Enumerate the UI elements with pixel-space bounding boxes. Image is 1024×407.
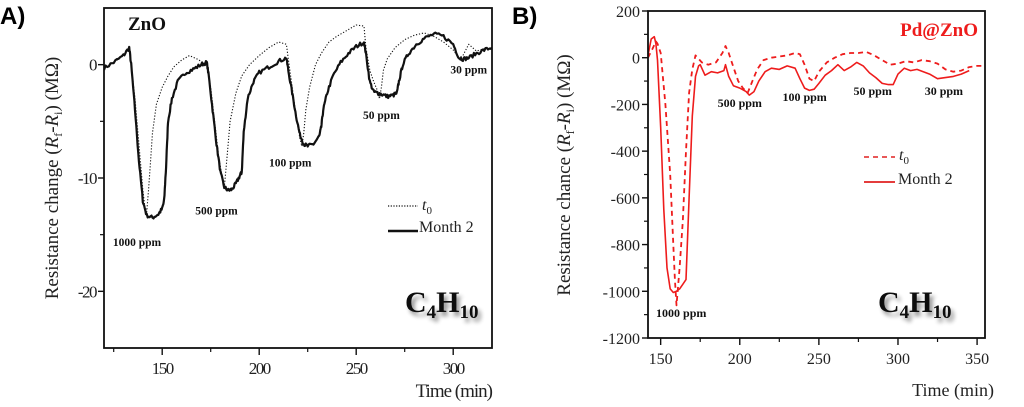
panel-a-x-tick-label: 250 xyxy=(346,359,368,378)
panel-a-series-t0 xyxy=(104,24,492,213)
panel-a-y-tick-label: -20 xyxy=(78,282,97,301)
panel-a-gas-label: C4H10 xyxy=(405,286,479,323)
panel-b-y-tick-label: -1000 xyxy=(603,284,640,301)
legend-label-t0: t0 xyxy=(899,147,909,167)
panel-a-x-tick-label: 150 xyxy=(152,359,174,378)
panel-b-y-tick-label: -1200 xyxy=(603,331,640,348)
panel-a-y-tick-label: 0 xyxy=(89,56,97,75)
panel-b: B) 150 200 250 300 350 200 0 -200 -400 -600 -800 -1… xyxy=(512,3,994,401)
panel-b-annotation-100-ppm: 100 ppm xyxy=(782,90,826,104)
panel-b-gas-label: C4H10 xyxy=(878,286,952,323)
panel-b-annotation-30-ppm: 30 ppm xyxy=(925,84,963,98)
panel-b-y-tick-label: -400 xyxy=(611,144,640,161)
legend-label-t0: t0 xyxy=(422,197,432,217)
panel-a-series-month-2 xyxy=(104,31,492,220)
panel-b-y-tick-label: -800 xyxy=(611,238,640,255)
panel-a-plot-area: 150 200 250 300 0 -10 -20 1000 ppm 500 ppm 100 pp… xyxy=(78,7,493,378)
panel-b-y-tick-label: -600 xyxy=(611,191,640,208)
panel-a-annotation-1000-ppm: 1000 ppm xyxy=(113,237,162,249)
panel-b-annotation-50-ppm: 50 ppm xyxy=(853,84,891,98)
panel-a-x-tick-label: 200 xyxy=(249,359,271,378)
panel-b-y-tick-label: 0 xyxy=(632,51,640,68)
panel-b-label: B) xyxy=(512,3,537,30)
panel-a-legend: t0 Month 2 xyxy=(388,197,474,236)
panel-b-material-label: Pd@ZnO xyxy=(900,20,978,41)
panel-b-legend: t0 Month 2 xyxy=(864,147,953,188)
legend-label-month2: Month 2 xyxy=(419,219,474,236)
panel-b-series-t0 xyxy=(648,40,985,307)
panel-b-x-axis-label: Time (min) xyxy=(912,380,994,401)
legend-label-month2: Month 2 xyxy=(898,171,953,188)
panel-a: A) 150 200 250 300 0 -10 -20 1000 ppm 500 ppm 100… xyxy=(0,3,494,402)
panel-a-annotation-100-ppm: 100 ppm xyxy=(269,158,312,170)
panel-b-y-tick-label: 200 xyxy=(616,4,640,21)
panel-b-annotation-1000-ppm: 1000 ppm xyxy=(656,306,706,320)
panel-b-plot-area: 150 200 250 300 350 200 0 -200 -400 -600 -800 -1000… xyxy=(603,4,989,368)
panel-b-x-tick-label: 300 xyxy=(886,351,910,368)
panel-a-frame xyxy=(103,7,493,349)
panel-a-annotation-500-ppm: 500 ppm xyxy=(195,205,238,217)
panel-b-x-tick-label: 250 xyxy=(807,351,831,368)
panel-a-y-axis-label: Resistance change (Rf-Ri) (MΩ) xyxy=(42,57,65,300)
panel-b-x-tick-label: 150 xyxy=(649,351,673,368)
panel-b-x-tick-label: 350 xyxy=(965,351,989,368)
panel-b-annotation-500-ppm: 500 ppm xyxy=(718,96,762,110)
panel-a-x-tick-label: 300 xyxy=(443,359,465,378)
panel-a-label: A) xyxy=(0,3,25,30)
panel-a-material-label: ZnO xyxy=(128,14,166,35)
panel-a-annotation-30-ppm: 30 ppm xyxy=(450,65,487,77)
panel-a-x-axis-label: Time (min) xyxy=(416,381,493,402)
panel-a-annotation-50-ppm: 50 ppm xyxy=(363,110,400,122)
panel-a-y-tick-label: -10 xyxy=(78,169,97,188)
panel-b-series-month-2 xyxy=(648,35,970,294)
panel-b-y-axis-label: Resistance chance (Rf-Ri) (MΩ) xyxy=(554,54,577,295)
panel-b-y-tick-label: -200 xyxy=(611,97,640,114)
panel-b-x-tick-label: 200 xyxy=(728,351,752,368)
